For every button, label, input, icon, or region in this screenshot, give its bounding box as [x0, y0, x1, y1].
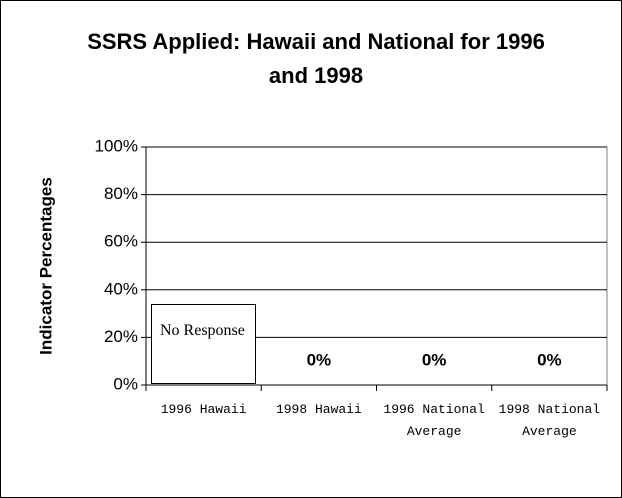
y-tick-label: 0%	[113, 374, 138, 393]
x-tick-label: 1996 National Average	[383, 402, 485, 439]
x-tick-label: 1996 Hawaii	[160, 402, 247, 417]
y-tick-label: 80%	[104, 184, 138, 203]
y-axis-label: Indicator Percentages	[36, 177, 55, 355]
value-label: 0%	[307, 350, 332, 369]
y-tick-label: 40%	[104, 279, 138, 298]
y-tick-label: 100%	[95, 136, 138, 155]
x-tick-label: 1998 Hawaii	[275, 402, 362, 417]
value-label: 0%	[537, 350, 562, 369]
value-label: 0%	[422, 350, 447, 369]
y-tick-label: 60%	[104, 232, 138, 251]
chart-title: SSRS Applied: Hawaii and National for 19…	[87, 29, 545, 88]
x-tick-label: 1998 National Average	[498, 402, 601, 439]
annotation: No Response	[151, 304, 256, 384]
y-tick-label: 20%	[104, 327, 138, 346]
